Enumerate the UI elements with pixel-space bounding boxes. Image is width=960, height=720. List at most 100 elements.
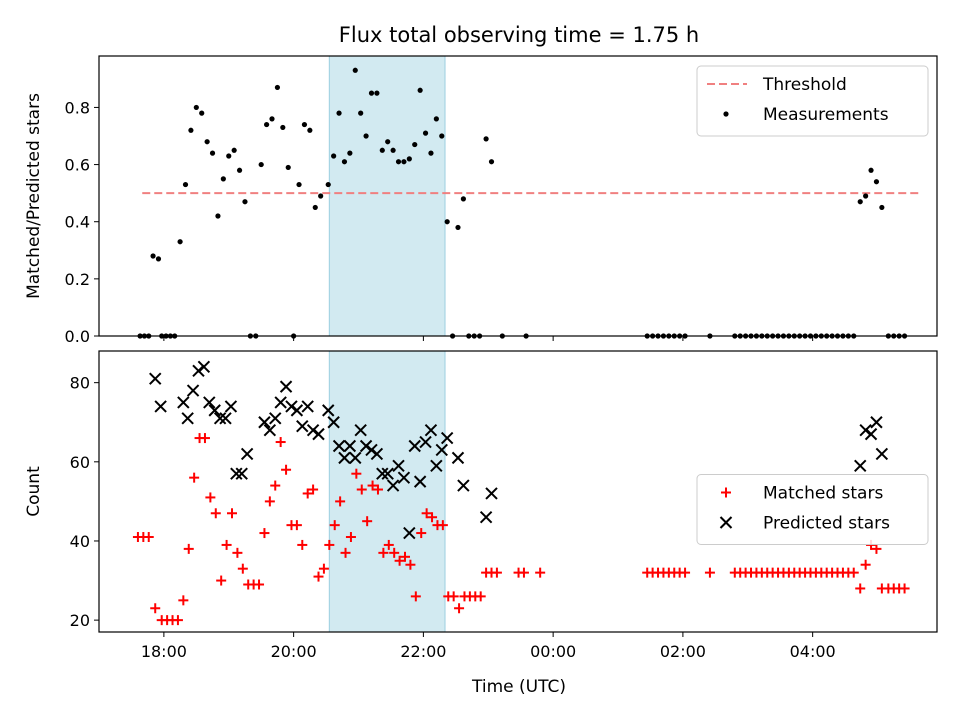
legend-x-swatch-b	[719, 516, 733, 529]
predicted-star-point	[424, 423, 438, 437]
matched-star-point	[281, 464, 292, 475]
predicted-star-point	[240, 447, 254, 461]
predicted-star-point	[338, 451, 351, 465]
measurement-point	[231, 147, 237, 153]
predicted-star-point	[408, 439, 421, 453]
legend-box	[696, 65, 929, 137]
chart-title: Flux total observing time = 1.75 h	[339, 23, 699, 47]
measurement-point	[199, 110, 205, 116]
measurement-point	[177, 239, 183, 245]
bottom-panel: 18:00 20:00 22:00 00:00 02:00 04:00 20 40 60 80 Co…	[24, 350, 938, 661]
x-marker-b	[376, 467, 389, 480]
y-tick-label: 0.8	[65, 98, 90, 117]
x-marker-b	[296, 419, 309, 433]
x-marker-b	[386, 479, 400, 492]
x-marker-b	[392, 459, 405, 472]
predicted-star-point	[258, 416, 271, 429]
measurement-point	[226, 153, 232, 159]
predicted-star-point	[332, 439, 346, 453]
matched-star-point	[205, 492, 216, 503]
x-marker-b	[258, 416, 271, 429]
matched-star-point	[335, 496, 346, 507]
y-tick-label: 40	[70, 532, 90, 551]
x-marker-b	[332, 439, 346, 453]
x-marker-b	[419, 435, 432, 449]
matched-star-point	[221, 539, 232, 550]
predicted-star-point	[301, 400, 314, 413]
measurement-point	[269, 116, 275, 122]
predicted-star-point	[435, 443, 448, 457]
predicted-star-point	[285, 400, 298, 413]
x-marker-b	[186, 384, 200, 397]
matched-star-point	[189, 472, 200, 483]
y-tick-label: 60	[70, 453, 90, 472]
x-tick-label: 20:00	[271, 642, 317, 661]
measurement-point	[406, 156, 412, 162]
measurement-point	[204, 139, 210, 145]
x-marker-b	[875, 447, 889, 461]
predicted-star-point	[451, 451, 465, 465]
legend: Matched stars Predicted stars	[696, 474, 929, 545]
matched-star-point	[400, 551, 411, 562]
x-marker-b	[354, 423, 367, 437]
matched-star-point	[237, 563, 248, 574]
predicted-star-point	[149, 372, 162, 385]
legend: Threshold Measurements	[696, 65, 929, 137]
x-marker-b	[479, 511, 493, 524]
x-marker-b	[269, 412, 282, 425]
measurement-point	[857, 199, 863, 205]
matched-star-point	[259, 528, 270, 539]
x-marker-b	[343, 439, 357, 453]
x-marker-b	[365, 443, 378, 457]
measurement-point	[483, 136, 489, 142]
legend-label: Threshold	[762, 75, 847, 95]
x-marker-b	[285, 400, 298, 413]
x-tick-label: 18:00	[141, 642, 187, 661]
measurement-point	[868, 167, 874, 173]
matched-star-point	[329, 520, 340, 531]
matched-star-point	[491, 567, 502, 578]
predicted-star-point	[312, 427, 325, 441]
predicted-star-point	[859, 423, 872, 437]
x-marker-b	[359, 439, 373, 453]
predicted-star-point	[359, 439, 373, 453]
x-marker-b	[457, 479, 470, 492]
y-tick-label: 0.6	[65, 156, 90, 175]
matched-star-point	[680, 567, 691, 578]
x-marker-b	[349, 451, 362, 465]
predicted-star-point	[870, 416, 883, 429]
x-marker-b	[408, 439, 421, 453]
matched-star-point	[324, 539, 335, 550]
matched-star-point	[275, 437, 286, 448]
measurement-point	[390, 147, 396, 153]
measurement-point	[341, 159, 348, 165]
matched-star-point	[704, 567, 715, 578]
predicted-star-point	[457, 479, 470, 492]
measurement-point	[428, 150, 434, 156]
matched-star-point	[143, 532, 154, 543]
matched-star-point	[226, 508, 237, 519]
predicted-star-point	[263, 423, 277, 437]
measurement-point	[347, 150, 353, 156]
y-tick-label: 0.2	[65, 270, 90, 289]
x-axis-label: Time (UTC)	[471, 677, 566, 697]
x-marker-b	[370, 447, 384, 461]
predicted-star-point	[485, 487, 498, 500]
measurement-point	[296, 181, 302, 188]
matched-star-point	[389, 547, 400, 558]
y-axis-label: Count	[24, 466, 44, 517]
matched-star-point	[855, 583, 866, 594]
measurement-point	[873, 179, 880, 185]
predicted-star-point	[197, 360, 211, 374]
measurement-point	[488, 159, 495, 165]
predicted-star-point	[235, 467, 248, 480]
y-tick-label: 20	[70, 611, 90, 630]
legend-label: Measurements	[763, 105, 889, 125]
matched-star-point	[421, 508, 432, 519]
x-marker-b	[327, 416, 340, 429]
measurement-point	[209, 150, 216, 156]
matched-star-point	[264, 496, 275, 507]
measurement-point	[301, 121, 308, 128]
legend-box	[696, 474, 929, 545]
matched-star-point	[899, 583, 910, 594]
